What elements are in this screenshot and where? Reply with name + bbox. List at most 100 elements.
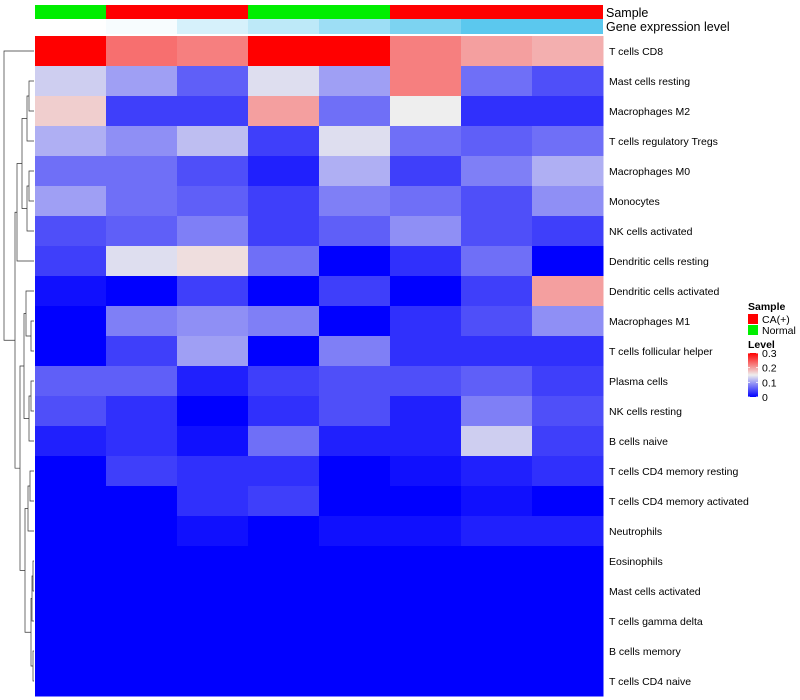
heatmap-cell bbox=[106, 246, 178, 277]
heatmap-cell bbox=[177, 636, 249, 667]
heatmap-cell bbox=[35, 516, 107, 547]
heatmap-cell bbox=[177, 426, 249, 457]
heatmap-cell bbox=[35, 636, 107, 667]
heatmap-cell bbox=[177, 456, 249, 487]
sample-annotation-cell bbox=[532, 5, 603, 19]
heatmap-cell bbox=[319, 336, 391, 367]
gene-expression-annotation-cell bbox=[106, 19, 177, 34]
row-label: Neutrophils bbox=[609, 526, 662, 538]
heatmap-cell bbox=[390, 516, 462, 547]
heatmap-cell bbox=[248, 426, 320, 457]
heatmap-cell bbox=[248, 126, 320, 157]
heatmap-cell bbox=[461, 216, 533, 247]
row-label: NK cells activated bbox=[609, 226, 693, 238]
gene-expression-annotation-cell bbox=[35, 19, 106, 34]
heatmap-cell bbox=[461, 66, 533, 97]
heatmap-cell bbox=[532, 126, 604, 157]
row-label: Dendritic cells resting bbox=[609, 256, 709, 268]
heatmap-cell bbox=[461, 276, 533, 307]
heatmap-cell bbox=[319, 156, 391, 187]
dendrogram-branch bbox=[27, 485, 34, 532]
row-label: T cells follicular helper bbox=[609, 346, 713, 358]
sample-annotation-cell bbox=[106, 5, 177, 19]
heatmap-cell bbox=[35, 96, 107, 127]
heatmap-cell bbox=[248, 366, 320, 397]
heatmap-cell bbox=[35, 576, 107, 607]
row-label: T cells CD4 memory resting bbox=[609, 466, 738, 478]
dendrogram-branch bbox=[3, 50, 34, 341]
row-label: T cells CD8 bbox=[609, 46, 663, 58]
heatmap-cell bbox=[532, 336, 604, 367]
heatmap-cell bbox=[390, 186, 462, 217]
heatmap-cell bbox=[106, 606, 178, 637]
heatmap-cell bbox=[106, 426, 178, 457]
gene-expression-annotation-cell bbox=[390, 19, 461, 34]
heatmap-cell bbox=[319, 186, 391, 217]
heatmap-cell bbox=[35, 456, 107, 487]
heatmap-cell bbox=[532, 186, 604, 217]
heatmap-cell bbox=[35, 246, 107, 277]
heatmap-cell bbox=[106, 486, 178, 517]
heatmap-cell bbox=[319, 576, 391, 607]
heatmap-cell bbox=[319, 276, 391, 307]
heatmap-cell bbox=[248, 66, 320, 97]
heatmap-cell bbox=[177, 486, 249, 517]
heatmap-cell bbox=[177, 516, 249, 547]
dendrogram-branch bbox=[28, 170, 34, 202]
legend-swatch-normal bbox=[748, 325, 758, 335]
heatmap-cell bbox=[248, 336, 320, 367]
heatmap-cell bbox=[35, 426, 107, 457]
heatmap-cell bbox=[319, 636, 391, 667]
heatmap-cell bbox=[390, 636, 462, 667]
sample-annotation-cell bbox=[177, 5, 248, 19]
heatmap-cell bbox=[390, 306, 462, 337]
heatmap-cell bbox=[248, 456, 320, 487]
heatmap-cell bbox=[177, 396, 249, 427]
heatmap-cell bbox=[177, 606, 249, 637]
heatmap-cell bbox=[461, 636, 533, 667]
dendrogram-branch bbox=[23, 313, 29, 419]
dendrogram-branch bbox=[32, 560, 34, 592]
dendrogram-branch bbox=[26, 95, 34, 142]
heatmap-cell bbox=[177, 156, 249, 187]
heatmap-cell bbox=[177, 126, 249, 157]
heatmap-cell bbox=[390, 426, 462, 457]
heatmap-cell bbox=[177, 36, 249, 67]
heatmap-cell bbox=[248, 36, 320, 67]
row-label: Macrophages M1 bbox=[609, 316, 690, 328]
heatmap-cell bbox=[461, 606, 533, 637]
heatmap-cell bbox=[177, 546, 249, 577]
heatmap-cell bbox=[35, 66, 107, 97]
heatmap-cell bbox=[248, 186, 320, 217]
heatmap-cell bbox=[35, 126, 107, 157]
heatmap-cell bbox=[461, 126, 533, 157]
gene-expression-annotation-cell bbox=[177, 19, 248, 34]
heatmap-cell bbox=[248, 216, 320, 247]
gene-expression-annotation-cell bbox=[248, 19, 319, 34]
heatmap-cell bbox=[319, 396, 391, 427]
heatmap-cell bbox=[106, 186, 178, 217]
heatmap-cell bbox=[106, 666, 178, 697]
heatmap-cell bbox=[319, 546, 391, 577]
heatmap-cell bbox=[248, 96, 320, 127]
annotation-label-gene-expression: Gene expression level bbox=[606, 20, 730, 34]
heatmap-cell bbox=[319, 126, 391, 157]
heatmap-cell bbox=[35, 216, 107, 247]
heatmap-cell bbox=[390, 126, 462, 157]
heatmap-cell bbox=[532, 36, 604, 67]
heatmap-cell bbox=[319, 606, 391, 637]
dendrogram-branch bbox=[28, 80, 34, 112]
heatmap-cell bbox=[35, 606, 107, 637]
heatmap-cell bbox=[532, 276, 604, 307]
heatmap-cell bbox=[390, 216, 462, 247]
heatmap-cell bbox=[248, 636, 320, 667]
heatmap-cell bbox=[106, 516, 178, 547]
heatmap-cell bbox=[532, 546, 604, 577]
heatmap-cell bbox=[532, 66, 604, 97]
heatmap-cell bbox=[319, 516, 391, 547]
heatmap-cell bbox=[461, 486, 533, 517]
heatmap-cell bbox=[532, 486, 604, 517]
heatmap-cell bbox=[532, 156, 604, 187]
legend-tick-label: 0 bbox=[762, 392, 768, 404]
heatmap-cell bbox=[248, 516, 320, 547]
